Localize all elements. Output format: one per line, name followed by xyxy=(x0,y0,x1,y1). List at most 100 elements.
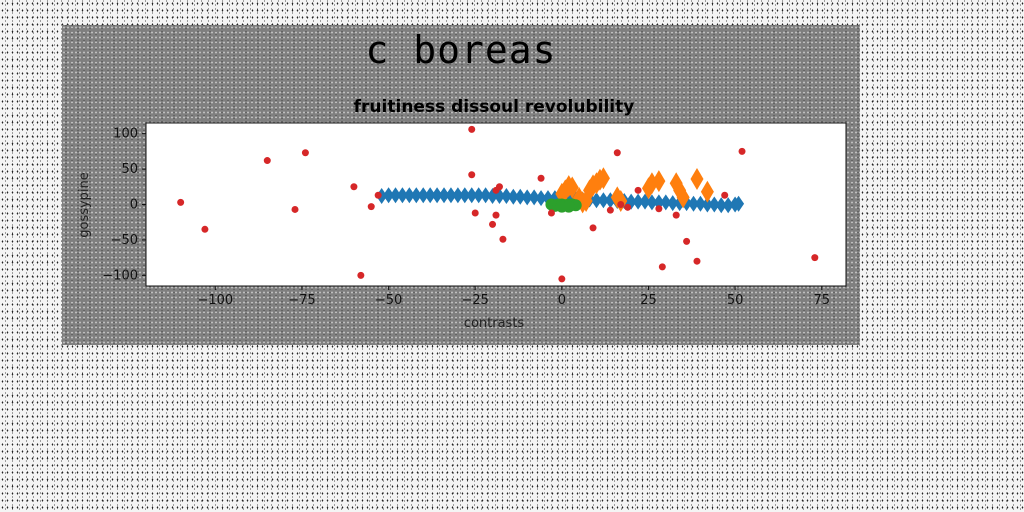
x-tick-label-2: −50 xyxy=(375,293,402,308)
point-s1-3 xyxy=(565,176,579,199)
point-s3-25 xyxy=(634,186,642,194)
point-s3-32 xyxy=(738,147,746,155)
y-tick-label-2: 0 xyxy=(130,198,138,213)
point-s0-4 xyxy=(403,187,415,204)
point-s3-22 xyxy=(613,149,621,157)
point-s1-16 xyxy=(652,170,666,193)
point-s1-21 xyxy=(700,180,714,203)
point-s0-7 xyxy=(424,187,436,204)
point-s0-11 xyxy=(452,187,464,204)
point-s0-10 xyxy=(445,187,457,204)
y-axis: 100 50 0 −50 −100 xyxy=(102,127,146,283)
point-s0-20 xyxy=(514,188,526,205)
point-s0-42 xyxy=(667,195,679,212)
point-s2-9 xyxy=(562,200,575,213)
figure-panel: c boreas fruitiness dissoul revolubility… xyxy=(62,25,860,345)
x-axis-label: contrasts xyxy=(464,316,525,331)
point-s0-2 xyxy=(390,187,402,204)
point-s3-33 xyxy=(811,254,819,262)
x-tick-label-1: −75 xyxy=(288,293,315,308)
point-s0-23 xyxy=(535,190,547,207)
point-s0-49 xyxy=(715,197,727,214)
point-s3-31 xyxy=(721,191,729,199)
point-s3-9 xyxy=(468,125,476,133)
point-s0-21 xyxy=(521,189,533,206)
point-s3-11 xyxy=(471,209,479,217)
point-s0-31 xyxy=(590,192,602,209)
point-s0-9 xyxy=(438,187,450,204)
point-s3-21 xyxy=(606,206,614,214)
y-tick-label-4: −100 xyxy=(102,268,138,283)
point-s0-5 xyxy=(410,187,422,204)
point-s0-14 xyxy=(473,187,485,204)
series-2 xyxy=(545,198,582,213)
point-s3-15 xyxy=(495,183,503,191)
point-s1-19 xyxy=(676,186,690,209)
point-s3-1 xyxy=(201,225,209,233)
point-s3-17 xyxy=(537,174,545,182)
point-s3-26 xyxy=(655,205,663,213)
point-s3-3 xyxy=(291,205,299,213)
point-s0-48 xyxy=(708,196,720,213)
x-tick-label-7: 75 xyxy=(813,293,830,308)
point-s0-40 xyxy=(653,194,665,211)
point-s3-19 xyxy=(558,275,566,283)
series-3 xyxy=(177,125,819,283)
point-s3-10 xyxy=(468,171,476,179)
point-s0-47 xyxy=(701,196,713,213)
point-s3-24 xyxy=(624,203,632,211)
point-s3-28 xyxy=(672,211,680,219)
point-s3-7 xyxy=(367,203,375,211)
y-tick-label-0: 100 xyxy=(113,127,138,142)
point-s0-3 xyxy=(396,187,408,204)
chart: fruitiness dissoul revolubility −100 −75−… xyxy=(77,97,847,331)
point-s1-11 xyxy=(596,167,610,190)
point-s3-4 xyxy=(301,149,309,157)
point-s0-46 xyxy=(694,195,706,212)
point-s0-18 xyxy=(500,187,512,204)
point-s0-19 xyxy=(507,188,519,205)
point-s3-2 xyxy=(263,157,271,165)
x-tick-label-5: 25 xyxy=(640,293,657,308)
point-s3-27 xyxy=(658,263,666,271)
point-s0-15 xyxy=(480,187,492,204)
x-tick-label-0: −100 xyxy=(197,293,233,308)
point-s0-52 xyxy=(733,195,745,212)
point-s3-0 xyxy=(177,198,185,206)
point-s0-37 xyxy=(632,193,644,210)
x-tick-label-3: −25 xyxy=(461,293,488,308)
point-s0-8 xyxy=(431,187,443,204)
point-s3-16 xyxy=(499,235,507,243)
point-s0-50 xyxy=(722,197,734,214)
point-s0-41 xyxy=(660,194,672,211)
point-s0-45 xyxy=(688,195,700,212)
y-tick-label-1: 50 xyxy=(121,162,138,177)
point-s0-39 xyxy=(646,194,658,211)
point-s3-29 xyxy=(683,237,691,245)
point-s3-5 xyxy=(350,183,358,191)
point-s1-20 xyxy=(690,167,704,190)
x-tick-label-6: 50 xyxy=(727,293,744,308)
point-s3-23 xyxy=(617,201,625,208)
point-s0-1 xyxy=(383,187,395,204)
page-title: c boreas xyxy=(365,28,557,72)
series-1 xyxy=(555,167,714,214)
point-s3-13 xyxy=(492,211,500,219)
point-s0-24 xyxy=(542,190,554,207)
chart-title: fruitiness dissoul revolubility xyxy=(354,97,635,117)
point-s0-6 xyxy=(417,187,429,204)
point-s0-13 xyxy=(466,187,478,204)
point-s1-13 xyxy=(614,189,628,212)
point-s0-12 xyxy=(459,187,471,204)
x-tick-label-4: 0 xyxy=(558,293,566,308)
point-s3-20 xyxy=(589,224,597,232)
point-s3-30 xyxy=(693,257,701,265)
point-s0-32 xyxy=(597,192,609,209)
point-s3-6 xyxy=(357,271,365,279)
y-axis-label: gossypine xyxy=(77,172,92,238)
y-tick-label-3: −50 xyxy=(111,233,138,248)
chart-marks xyxy=(177,125,819,283)
point-s3-8 xyxy=(374,191,382,199)
point-s3-12 xyxy=(489,220,497,228)
x-axis: −100 −75 −50 −25 0 25 50 75 xyxy=(197,286,830,308)
